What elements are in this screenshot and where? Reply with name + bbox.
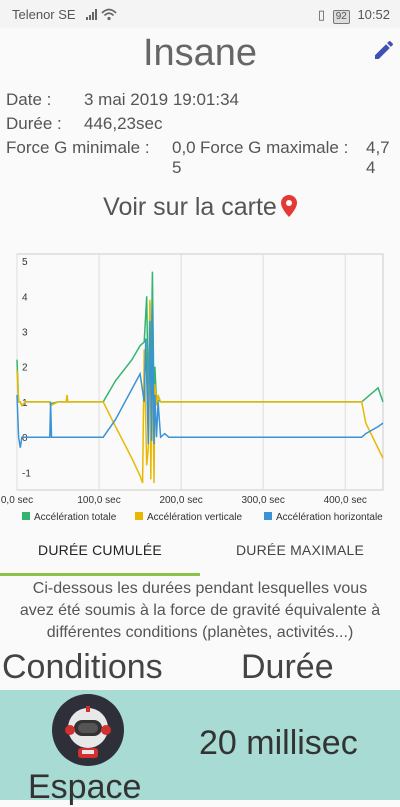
x-tick-label: 200,0 sec xyxy=(159,495,202,506)
duration-header: Durée xyxy=(241,648,334,686)
condition-name: Espace xyxy=(28,768,142,806)
date-label: Date : xyxy=(6,90,52,109)
description-line: Ci-dessous les durées pendant lesquelles… xyxy=(32,580,368,597)
series-line xyxy=(16,306,384,448)
duration-value: 446,23sec xyxy=(84,114,163,133)
legend-swatch xyxy=(135,512,143,520)
gmin-value-wrap: 5 xyxy=(172,158,182,177)
description-line: avez été soumis à la force de gravité éq… xyxy=(19,602,381,619)
acceleration-chart: 0,0 sec 100,0 sec 200,0 sec 300,0 sec 400,0 … xyxy=(1,253,384,523)
x-tick-label: 400,0 sec xyxy=(324,495,367,506)
legend-label: Accélération verticale xyxy=(147,512,242,523)
signal-wifi-icon xyxy=(86,7,120,24)
y-tick-label: -1 xyxy=(22,468,31,479)
astronaut-icon xyxy=(52,694,124,771)
gmax-value: 4,7 xyxy=(366,138,390,157)
tab-duree-maximale[interactable]: DURÉE MAXIMALE xyxy=(235,542,365,558)
y-tick-label: 0 xyxy=(22,433,28,444)
legend-label: Accélération totale xyxy=(34,512,117,523)
condition-duration: 20 millisec xyxy=(199,724,358,762)
battery-icon: 92 xyxy=(332,10,350,24)
conditions-header: Conditions xyxy=(2,648,163,686)
tab-duree-cumulee[interactable]: DURÉE CUMULÉE xyxy=(38,542,162,558)
gmin-value: 0,0 xyxy=(172,138,196,157)
edit-icon[interactable] xyxy=(372,38,400,66)
map-link[interactable]: Voir sur la carte xyxy=(0,193,400,222)
legend-swatch xyxy=(22,512,30,520)
date-value: 3 mai 2019 19:01:34 xyxy=(84,90,240,109)
duration-label: Durée : xyxy=(6,114,62,133)
page-title: Insane xyxy=(142,32,258,74)
x-tick-label: 300,0 sec xyxy=(242,495,285,506)
location-pin-icon xyxy=(280,195,297,217)
legend-swatch xyxy=(264,512,272,520)
status-bar: Telenor SE ▯ 92 10:52 xyxy=(0,0,400,28)
description-line: différentes conditions (planètes, activi… xyxy=(46,624,354,641)
carrier-name: Telenor SE xyxy=(12,7,76,22)
vibrate-icon: ▯ xyxy=(317,7,326,22)
y-tick-label: 1 xyxy=(22,398,28,409)
y-tick-label: 2 xyxy=(22,363,28,374)
description-text: Ci-dessous les durées pendant lesquelles… xyxy=(0,578,400,644)
x-tick-label: 0,0 sec xyxy=(1,495,33,506)
y-tick-label: 5 xyxy=(22,257,28,268)
gmax-label: Force G maximale : xyxy=(200,138,349,157)
series-line xyxy=(16,271,384,407)
map-link-label[interactable]: Voir sur la carte xyxy=(103,193,277,221)
legend-label: Accélération horizontale xyxy=(276,512,383,523)
tab-indicator xyxy=(0,573,200,576)
plot-frame xyxy=(16,253,384,491)
series-line xyxy=(16,299,384,484)
gmin-label: Force G minimale : xyxy=(6,138,150,157)
condition-row[interactable]: 20 millisec Espace xyxy=(0,690,400,806)
y-tick-label: 3 xyxy=(22,327,28,338)
x-tick-label: 100,0 sec xyxy=(77,495,120,506)
y-tick-label: 4 xyxy=(22,292,28,303)
gmax-value-wrap: 4 xyxy=(366,158,376,177)
status-right: ▯ 92 10:52 xyxy=(318,7,390,24)
clock: 10:52 xyxy=(357,7,390,22)
tab-bar: DURÉE CUMULÉE DURÉE MAXIMALE xyxy=(0,530,400,576)
